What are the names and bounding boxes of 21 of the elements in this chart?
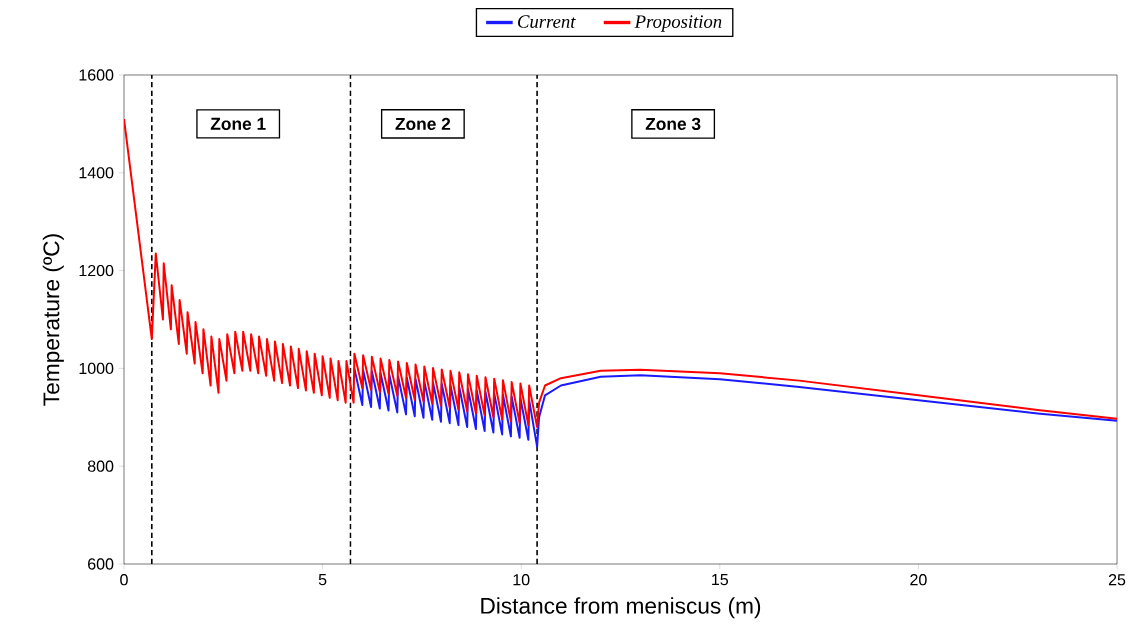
- x-tick-label: 20: [910, 574, 927, 586]
- x-tick-label: 10: [513, 574, 530, 586]
- y-tick-label: 1600: [79, 69, 114, 81]
- y-tick-label: 600: [88, 558, 114, 570]
- legend-label: Proposition: [634, 15, 722, 32]
- x-tick-label: 15: [712, 574, 729, 586]
- annotation: Zone 1: [210, 117, 266, 130]
- x-axis-title: Distance from meniscus (m): [481, 597, 761, 619]
- x-tick-label: 25: [1108, 574, 1126, 586]
- line-series: [353, 367, 1118, 448]
- y-tick-label: 800: [87, 460, 114, 472]
- annotation: Zone 2: [395, 117, 451, 131]
- x-tick-label: 0: [120, 574, 128, 586]
- y-tick-label: 1200: [79, 264, 114, 277]
- line-series: [124, 118, 1118, 429]
- legend-label: Current: [518, 15, 576, 28]
- y-tick-label: 1400: [79, 167, 114, 179]
- annotation: Zone 3: [645, 117, 701, 131]
- y-tick-label: 1000: [79, 362, 114, 375]
- x-tick-label: 5: [318, 574, 327, 586]
- y-axis-title: Temperature (ºC): [42, 234, 64, 406]
